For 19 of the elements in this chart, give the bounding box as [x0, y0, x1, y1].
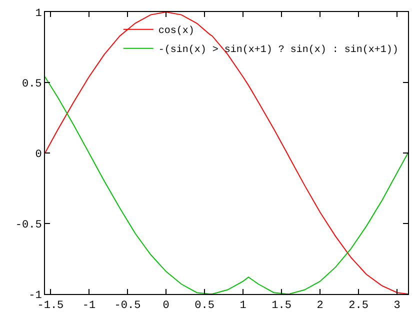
- line-series: [45, 76, 408, 294]
- x-tick-label: -1: [82, 300, 96, 312]
- x-tick-label: 1: [240, 300, 247, 312]
- x-tick-label: 1.5: [272, 300, 292, 312]
- y-tick-label: 0: [35, 148, 42, 161]
- y-tick-label: 0.5: [22, 78, 42, 90]
- x-tick-label: 0: [162, 300, 170, 312]
- legend-label: cos(x): [158, 25, 194, 38]
- y-tick-label: 1: [35, 8, 42, 20]
- legend-label: -(sin(x) > sin(x+1) ? sin(x) : sin(x+1)): [158, 44, 398, 56]
- y-tick-label: -1: [28, 290, 42, 302]
- x-tick-label: 0.5: [194, 300, 214, 312]
- y-tick-label: -0.5: [15, 219, 42, 232]
- x-tick-label: -1.5: [37, 300, 64, 312]
- x-tick-label: 2.5: [348, 300, 368, 312]
- x-tick-label: -0.5: [114, 300, 141, 312]
- x-tick-label: 2: [316, 300, 324, 312]
- x-tick-label: 3: [394, 300, 400, 312]
- line-series: [45, 12, 408, 294]
